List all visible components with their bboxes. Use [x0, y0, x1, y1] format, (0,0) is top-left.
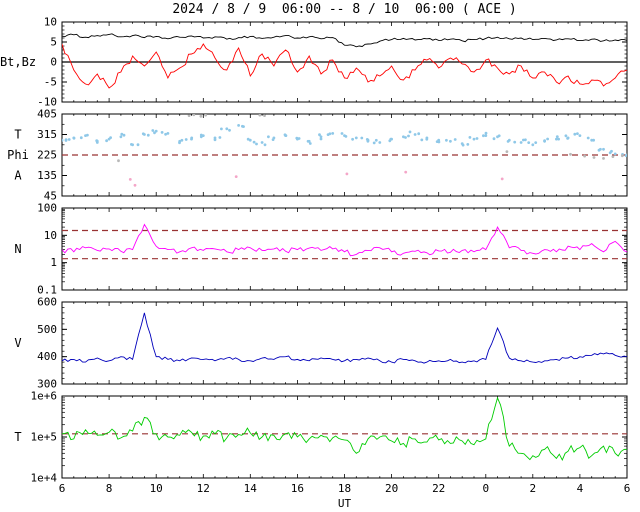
- y-tick-label: 1e+4: [31, 472, 58, 485]
- panel-density: 0.1 1 10 100 N: [14, 202, 628, 297]
- y-axis-label: Phi: [7, 148, 29, 162]
- x-tick-label: 20: [385, 482, 398, 495]
- y-tick-label: 45: [44, 190, 57, 203]
- x-tick-label: 10: [150, 482, 163, 495]
- y-tick-label: 1e+6: [31, 390, 58, 403]
- panel-frame: [61, 395, 628, 479]
- panel-speed: 300 400 500 600 V: [14, 296, 628, 391]
- y-tick-label: 400: [37, 350, 57, 363]
- series-V: [62, 312, 627, 364]
- x-tick-label: 2: [529, 482, 536, 495]
- y-axis-label: Bt,Bz: [0, 55, 36, 69]
- y-tick-label: 315: [37, 128, 57, 141]
- series-N: [62, 223, 627, 257]
- series-Bt: [62, 33, 627, 48]
- x-tick-label: 8: [106, 482, 113, 495]
- plot-title: 2024 / 8 / 9 06:00 -- 8 / 10 06:00 ( ACE…: [172, 2, 517, 17]
- y-axis-label: T: [14, 430, 21, 444]
- panel-frame: [61, 207, 628, 291]
- y-tick-label: -10: [37, 96, 57, 109]
- series-Bz: [62, 43, 627, 89]
- x-tick-label: 12: [197, 482, 210, 495]
- x-tick-label: 18: [338, 482, 351, 495]
- panel-temperature: 1e+4 1e+5 1e+6 T: [14, 390, 628, 485]
- x-tick-label: 6: [624, 482, 631, 495]
- y-tick-label: 300: [37, 378, 57, 391]
- y-tick-label: 1: [50, 256, 57, 269]
- y-axis-label: V: [14, 336, 21, 350]
- y-tick-label: 600: [37, 296, 57, 309]
- panel-phi-angle: 45 135 225 315 405 T Phi A: [7, 108, 628, 203]
- y-tick-label: -5: [44, 76, 57, 89]
- y-tick-label: 0: [50, 56, 57, 69]
- series-Phi-secondary: [117, 114, 624, 163]
- x-axis-title: UT: [338, 497, 352, 510]
- panel-magnetic-field: -10 -5 0 5 10 Bt,Bz: [0, 16, 628, 109]
- y-axis-label: A: [14, 169, 22, 183]
- y-axis-label: T: [14, 128, 21, 142]
- y-tick-label: 225: [37, 149, 57, 162]
- y-tick-label: 1e+5: [31, 431, 58, 444]
- series-Phi: [62, 124, 627, 157]
- y-axis-label: N: [14, 242, 21, 256]
- x-tick-label: 4: [577, 482, 584, 495]
- x-tick-label: 22: [432, 482, 445, 495]
- y-tick-label: 0.1: [37, 284, 57, 297]
- y-tick-label: 500: [37, 323, 57, 336]
- panel-frame: [61, 301, 628, 385]
- series-Phi-low: [128, 170, 504, 187]
- x-tick-label: 0: [482, 482, 489, 495]
- x-tick-label: 16: [291, 482, 304, 495]
- y-tick-label: 405: [37, 108, 57, 121]
- y-tick-label: 135: [37, 169, 57, 182]
- y-tick-label: 10: [44, 16, 57, 29]
- x-tick-label: 14: [244, 482, 258, 495]
- x-tick-label: 6: [59, 482, 66, 495]
- y-tick-label: 100: [37, 202, 57, 215]
- y-tick-label: 5: [50, 36, 57, 49]
- y-tick-label: 10: [44, 229, 57, 242]
- series-T: [62, 396, 627, 461]
